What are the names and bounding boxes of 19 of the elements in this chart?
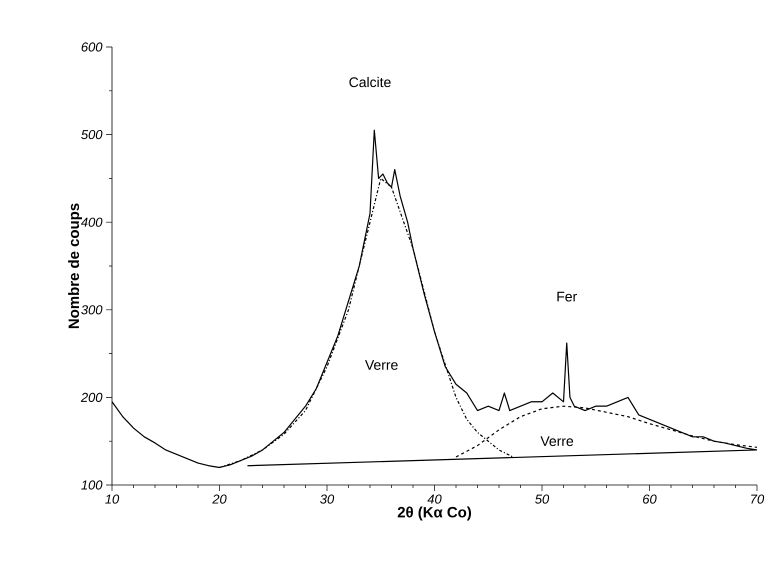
x-tick-label: 30: [320, 494, 334, 504]
x-tick-label: 50: [535, 494, 550, 504]
y-axis-title: Nombre de coups: [68, 204, 82, 328]
x-tick-label: 10: [105, 494, 120, 504]
x-axis-title: 2θ (Kα Co): [398, 506, 472, 520]
x-tick-label: 70: [751, 494, 764, 504]
x-tick-label: 40: [427, 494, 442, 504]
y-tick-label: 600: [82, 42, 102, 52]
y-tick-label: 300: [81, 305, 102, 314]
x-tick-label: 20: [212, 494, 227, 504]
annotation: Verre: [365, 360, 398, 370]
y-tick-label: 200: [80, 392, 102, 402]
annotation: Fer: [557, 292, 577, 302]
y-tick-label: 100: [81, 480, 102, 490]
y-tick-label: 500: [81, 130, 102, 140]
annotation: Calcite: [349, 76, 391, 88]
annotation: Verre: [540, 436, 574, 446]
x-tick-label: 60: [643, 494, 657, 504]
y-tick-label: 400: [80, 218, 102, 227]
